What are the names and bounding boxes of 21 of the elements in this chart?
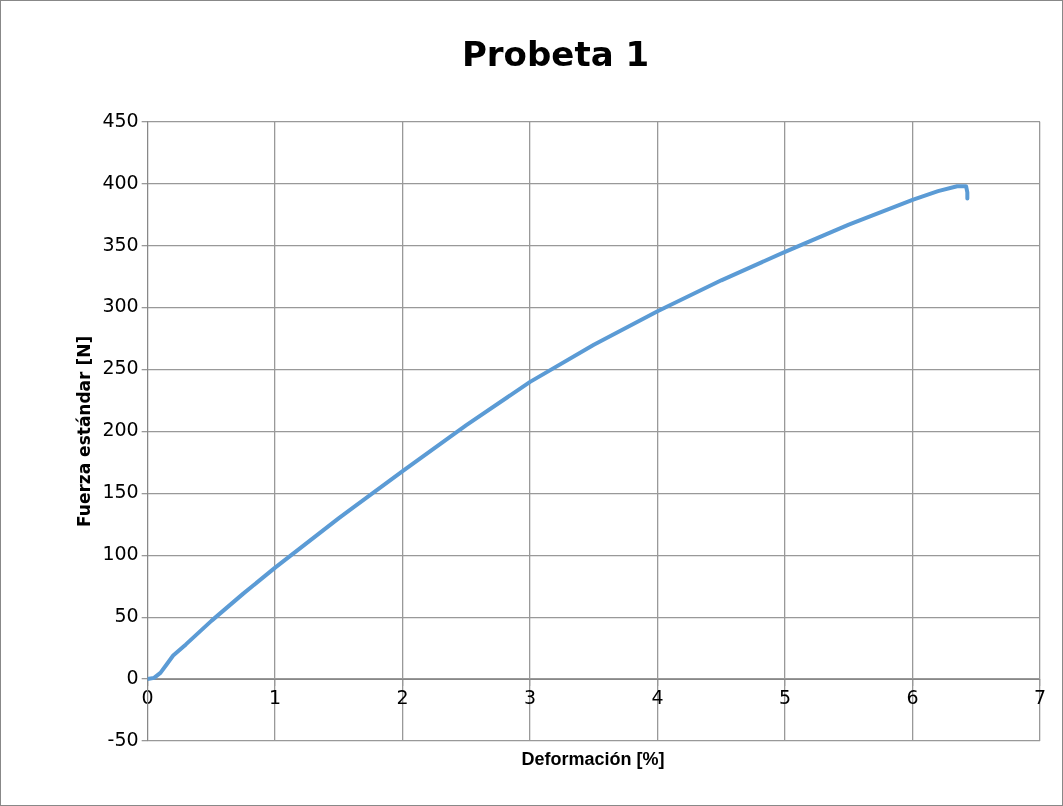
x-tick-label: 5	[779, 686, 792, 709]
x-tick-label: 4	[651, 686, 664, 709]
x-axis-title: Deformación [%]	[520, 749, 666, 770]
x-tick-label: 1	[269, 686, 282, 709]
y-tick-label: 100	[102, 542, 139, 565]
y-tick-label: 150	[102, 480, 139, 503]
y-tick-label: 200	[102, 418, 139, 441]
y-tick-label: 300	[102, 294, 139, 317]
y-tick-label: 0	[126, 666, 139, 689]
y-tick-label: 50	[114, 604, 139, 627]
y-tick-label: 350	[102, 232, 139, 255]
y-tick-label: -50	[107, 727, 139, 750]
x-tick-label: 3	[524, 686, 537, 709]
chart-title: Probeta 1	[461, 34, 650, 75]
x-tick-label: 2	[396, 686, 409, 709]
y-axis-title: Fuerza estándar [N]	[73, 335, 94, 527]
y-tick-label: 450	[102, 108, 139, 131]
y-tick-label: 400	[102, 170, 139, 193]
y-tick-label: 250	[102, 356, 139, 379]
x-tick-label: 6	[906, 686, 919, 709]
x-tick-label: 7	[1033, 686, 1047, 709]
